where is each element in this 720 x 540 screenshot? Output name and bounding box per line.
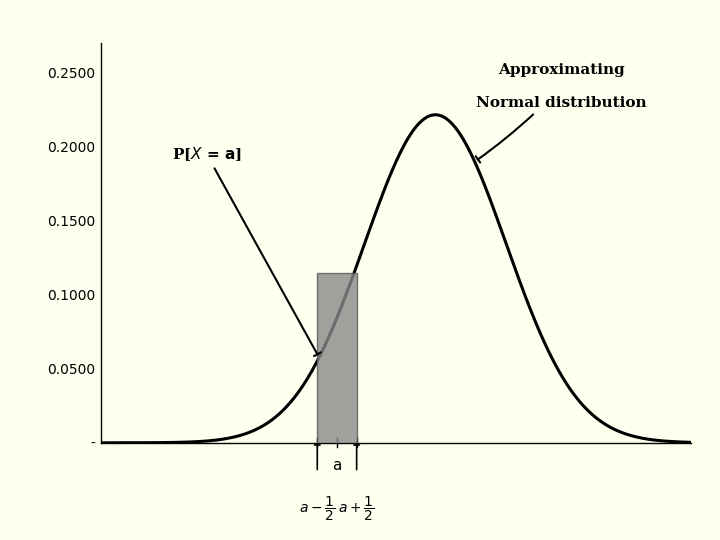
Text: $a+\dfrac{1}{2}$: $a+\dfrac{1}{2}$ (338, 495, 375, 523)
Text: Approximating

Normal distribution: Approximating Normal distribution (476, 63, 647, 163)
Text: P[$X$ = $\mathbf{a}$]: P[$X$ = $\mathbf{a}$] (171, 145, 320, 356)
Bar (318, 273, 356, 443)
Text: $a-\dfrac{1}{2}$: $a-\dfrac{1}{2}$ (299, 495, 336, 523)
Text: a: a (332, 457, 342, 472)
